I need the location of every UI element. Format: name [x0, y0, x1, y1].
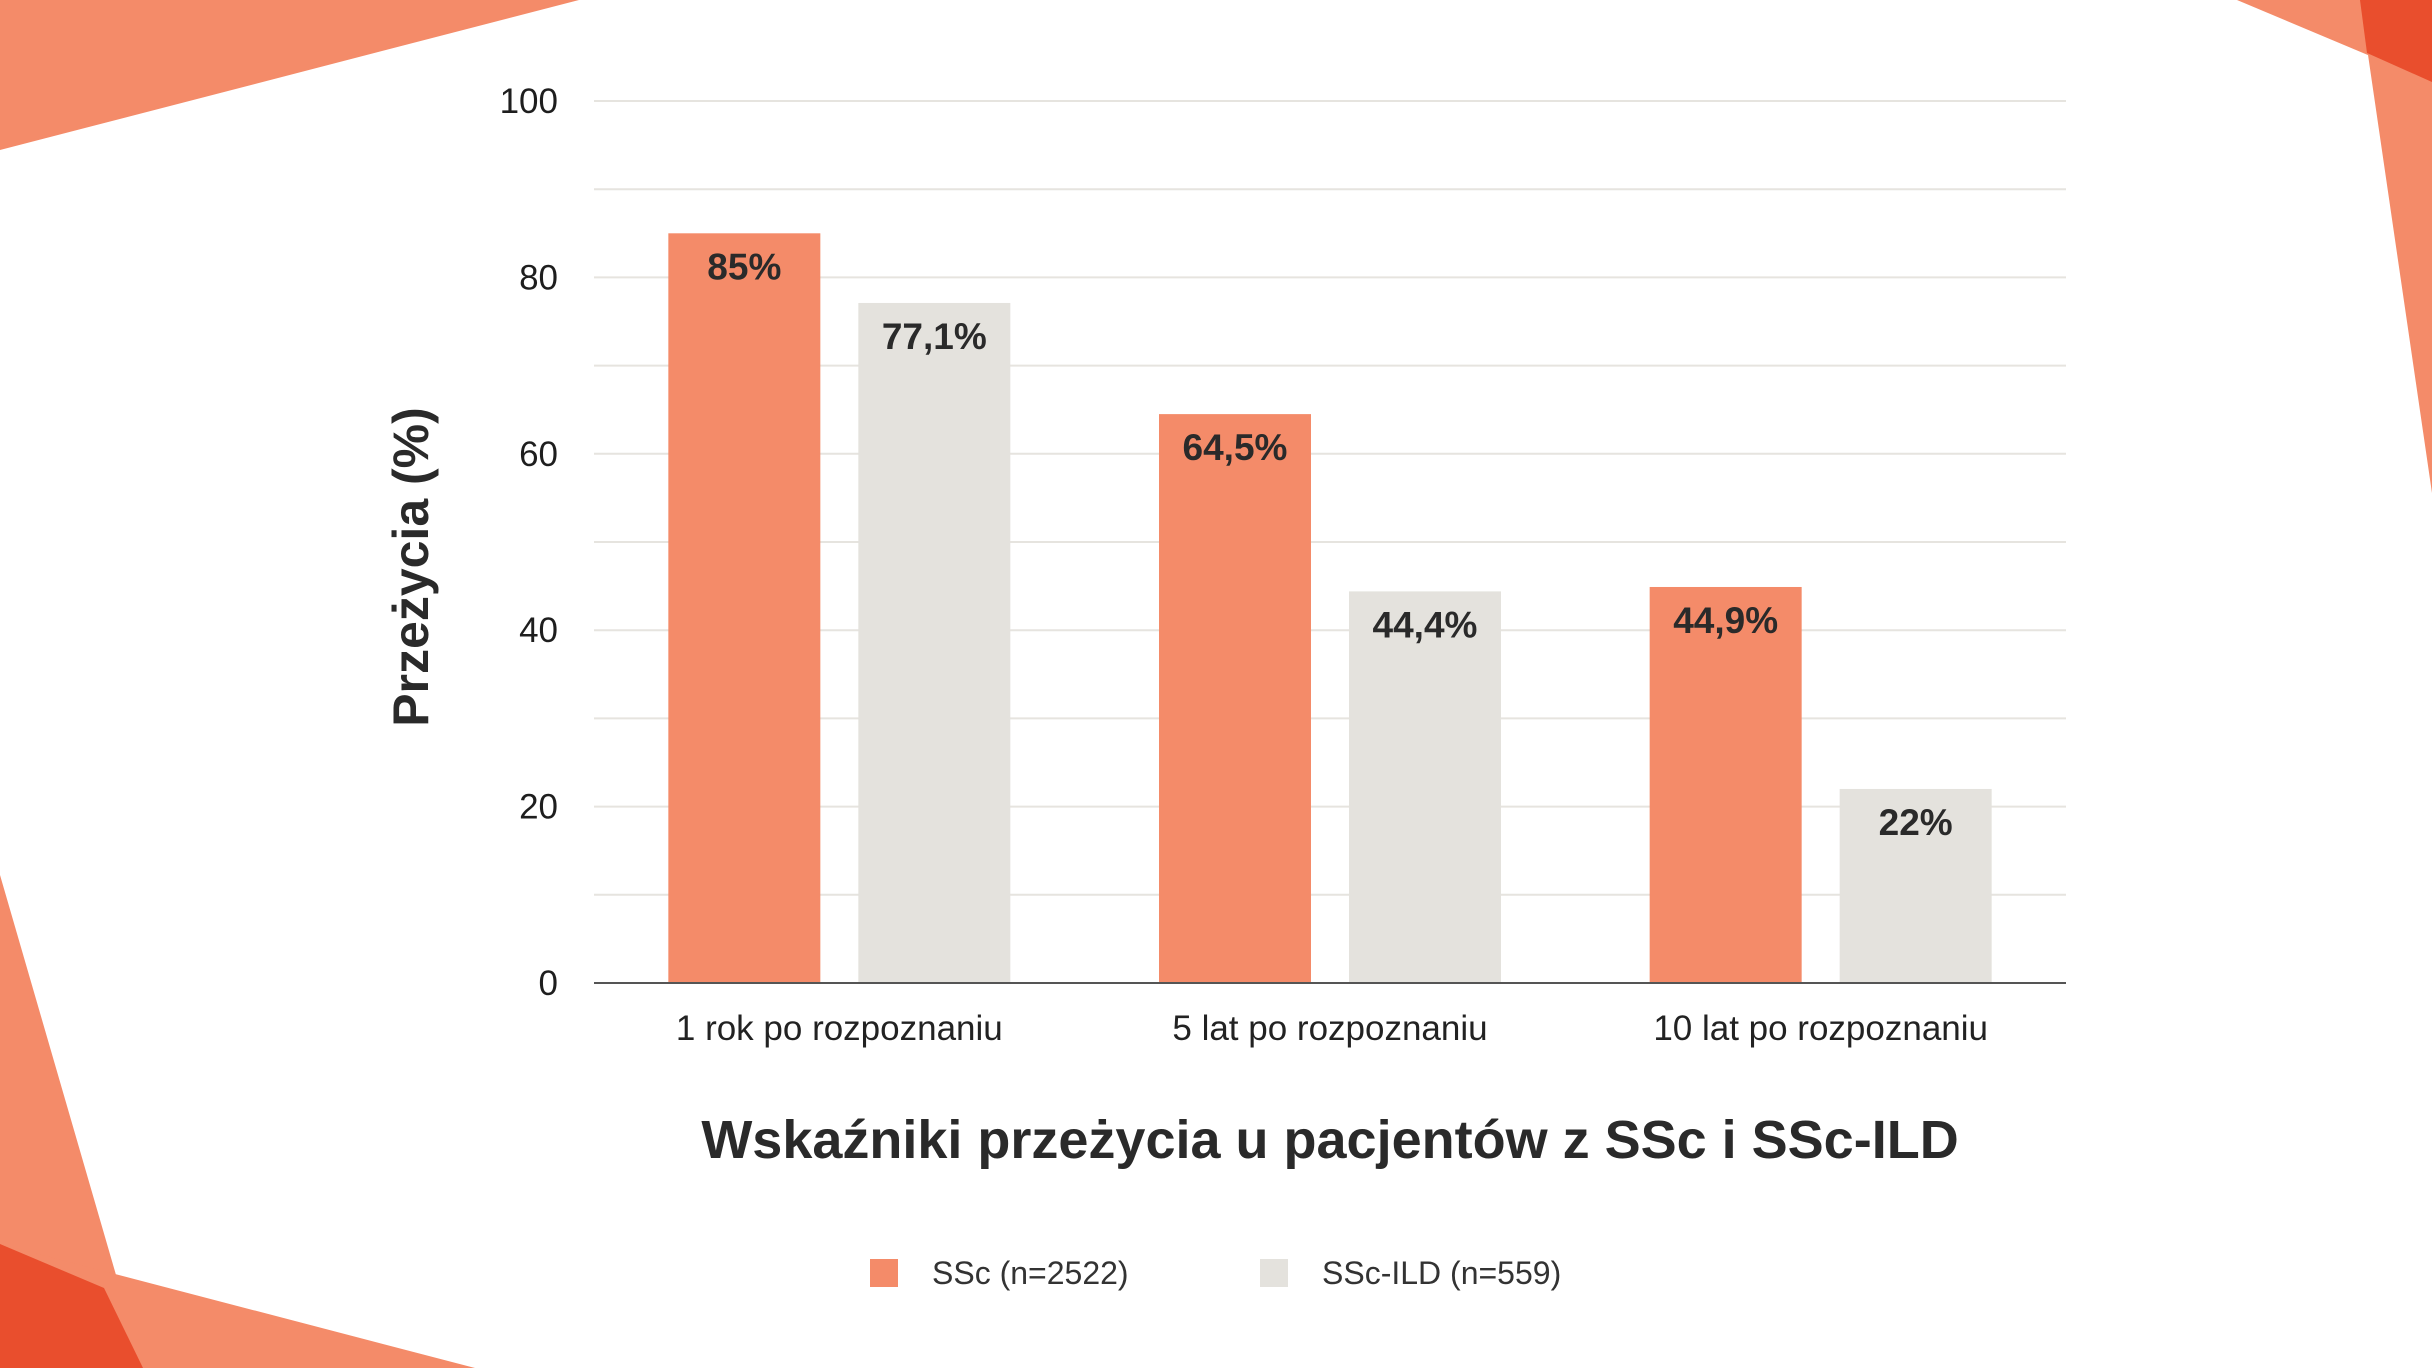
y-axis-ticks: 0 20 40 60 80 100 — [500, 82, 558, 1003]
legend: SSc (n=2522) SSc-ILD (n=559) — [870, 1255, 1561, 1291]
legend-label: SSc-ILD (n=559) — [1322, 1255, 1561, 1291]
y-tick-label: 0 — [539, 964, 558, 1003]
legend-swatch — [1260, 1259, 1288, 1287]
bar — [1649, 586, 1802, 983]
bar — [668, 233, 821, 984]
y-axis-label: Przeżycia (%) — [383, 407, 439, 727]
x-category-label: 10 lat po rozpoznaniu — [1653, 1009, 1988, 1048]
corner-shape-top-left — [0, 0, 579, 150]
corner-shape-top-right-overlap — [2360, 0, 2432, 82]
bar — [858, 302, 1011, 983]
gridlines — [594, 100, 2066, 896]
y-tick-label: 20 — [519, 788, 558, 827]
bar-value-label: 64,5% — [1183, 427, 1288, 468]
bar — [1159, 414, 1311, 983]
corner-shape-bottom-left-a — [0, 875, 143, 1368]
bars: 85% 77,1% 64,5% 44,4% 44,9% 22% — [668, 233, 1992, 984]
bar — [1349, 591, 1501, 983]
bar-value-label: 44,4% — [1373, 604, 1478, 645]
y-tick-label: 60 — [519, 435, 558, 474]
corner-shape-bottom-left-overlap — [0, 1244, 143, 1368]
bar-value-label: 44,9% — [1673, 600, 1778, 641]
bar — [1839, 788, 1992, 983]
x-axis-categories: 1 rok po rozpoznaniu 5 lat po rozpoznaniu… — [676, 1009, 1988, 1048]
y-tick-label: 40 — [519, 611, 558, 650]
y-tick-label: 80 — [519, 258, 558, 297]
bar-value-label: 22% — [1879, 802, 1953, 843]
bar-value-label: 85% — [707, 246, 781, 287]
legend-swatch — [870, 1259, 898, 1287]
corner-shape-top-right-b — [2360, 0, 2432, 493]
x-category-label: 5 lat po rozpoznaniu — [1172, 1009, 1487, 1048]
legend-label: SSc (n=2522) — [932, 1255, 1129, 1291]
bar-value-label: 77,1% — [882, 316, 987, 357]
y-tick-label: 100 — [500, 82, 558, 121]
x-category-label: 1 rok po rozpoznaniu — [676, 1009, 1003, 1048]
chart-title: Wskaźniki przeżycia u pacjentów z SSc i … — [701, 1110, 1958, 1170]
